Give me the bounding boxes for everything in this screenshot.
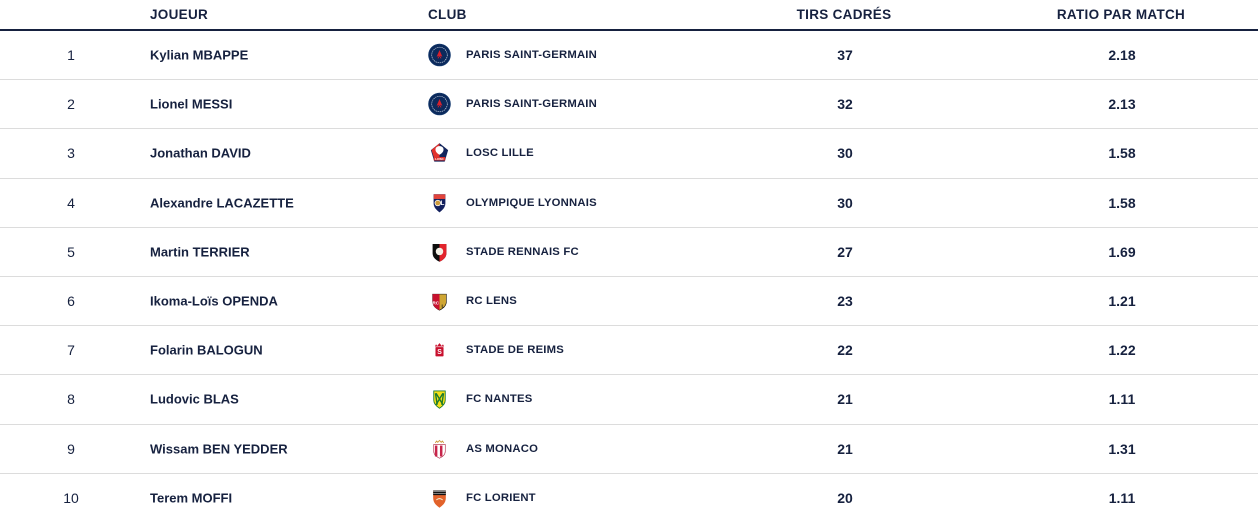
svg-text:RC: RC (432, 301, 439, 306)
svg-text:LOSC: LOSC (435, 157, 444, 161)
svg-text:L: L (442, 303, 445, 308)
svg-text:S: S (437, 349, 442, 356)
svg-text:L: L (440, 200, 444, 207)
